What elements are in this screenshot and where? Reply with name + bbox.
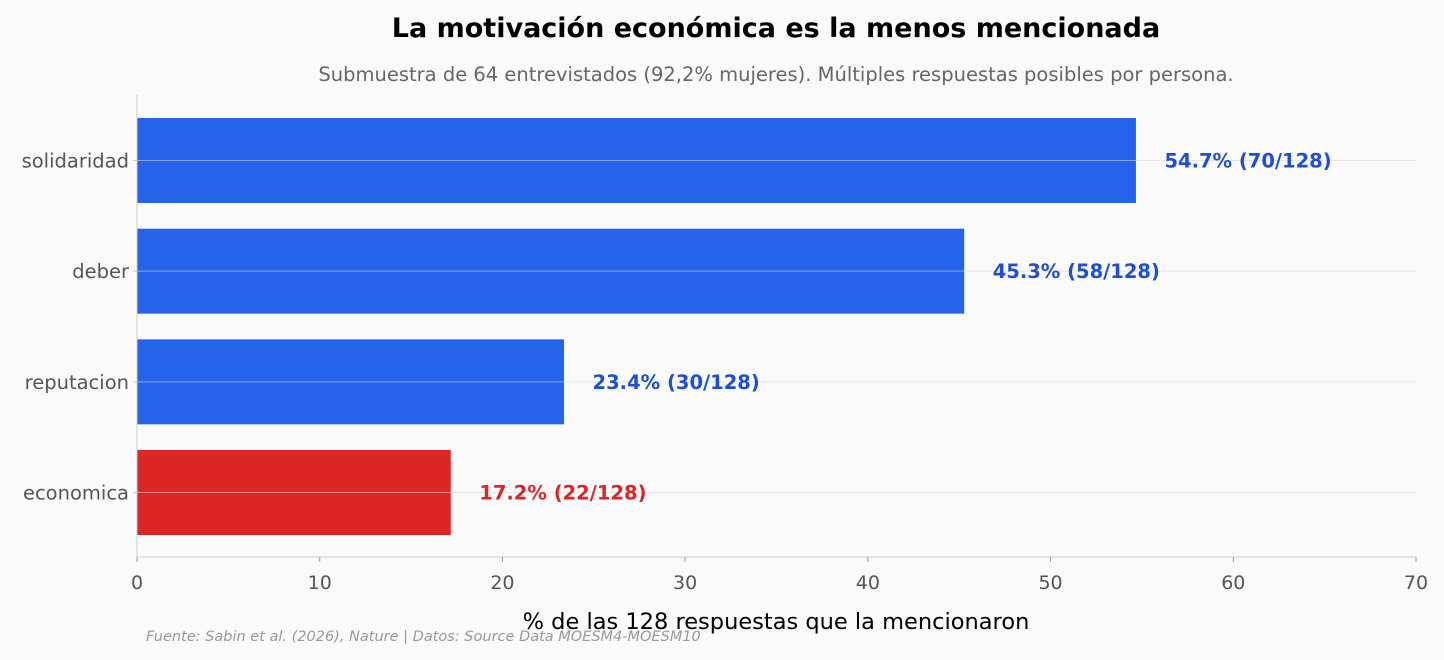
y-tick-label: economica [23,482,129,505]
x-axis-label: % de las 128 respuestas que la mencionar… [523,609,1030,635]
data-label: 54.7% (70/128) [1164,150,1331,173]
gridlines-overlay [137,160,1137,494]
bar-solidaridad [136,117,1137,204]
y-tick-labels: solidaridad deber reputacion economica [22,150,137,505]
x-tick-label: 70 [1404,572,1428,594]
data-label: 17.2% (22/128) [479,482,646,505]
x-tick-label: 40 [856,572,880,594]
bars [136,117,1137,537]
x-tick-label: 0 [131,572,143,594]
y-tick-label: deber [72,260,130,283]
source-footer: Fuente: Sabin et al. (2026), Nature | Da… [146,629,701,645]
y-tick-label: reputacion [25,371,129,394]
data-label: 45.3% (58/128) [993,260,1160,283]
bar-reputacion [136,338,566,426]
x-tick-label: 20 [490,572,514,594]
data-labels: 54.7% (70/128) 45.3% (58/128) 23.4% (30/12… [479,150,1331,505]
y-tick-label: solidaridad [22,150,129,173]
x-tick-label: 30 [673,572,697,594]
x-tick-label: 50 [1038,572,1062,594]
data-label: 23.4% (30/128) [593,371,760,394]
bar-economica [136,449,452,537]
chart-subtitle: Submuestra de 64 entrevistados (92,2% mu… [318,63,1233,86]
bar-deber [136,227,966,315]
x-tick-label: 10 [308,572,332,594]
x-ticks: 0 10 20 30 40 50 60 70 [131,557,1428,594]
x-tick-label: 60 [1221,572,1245,594]
chart-title: La motivación económica es la menos menc… [392,13,1160,44]
gridlines [137,160,1416,494]
